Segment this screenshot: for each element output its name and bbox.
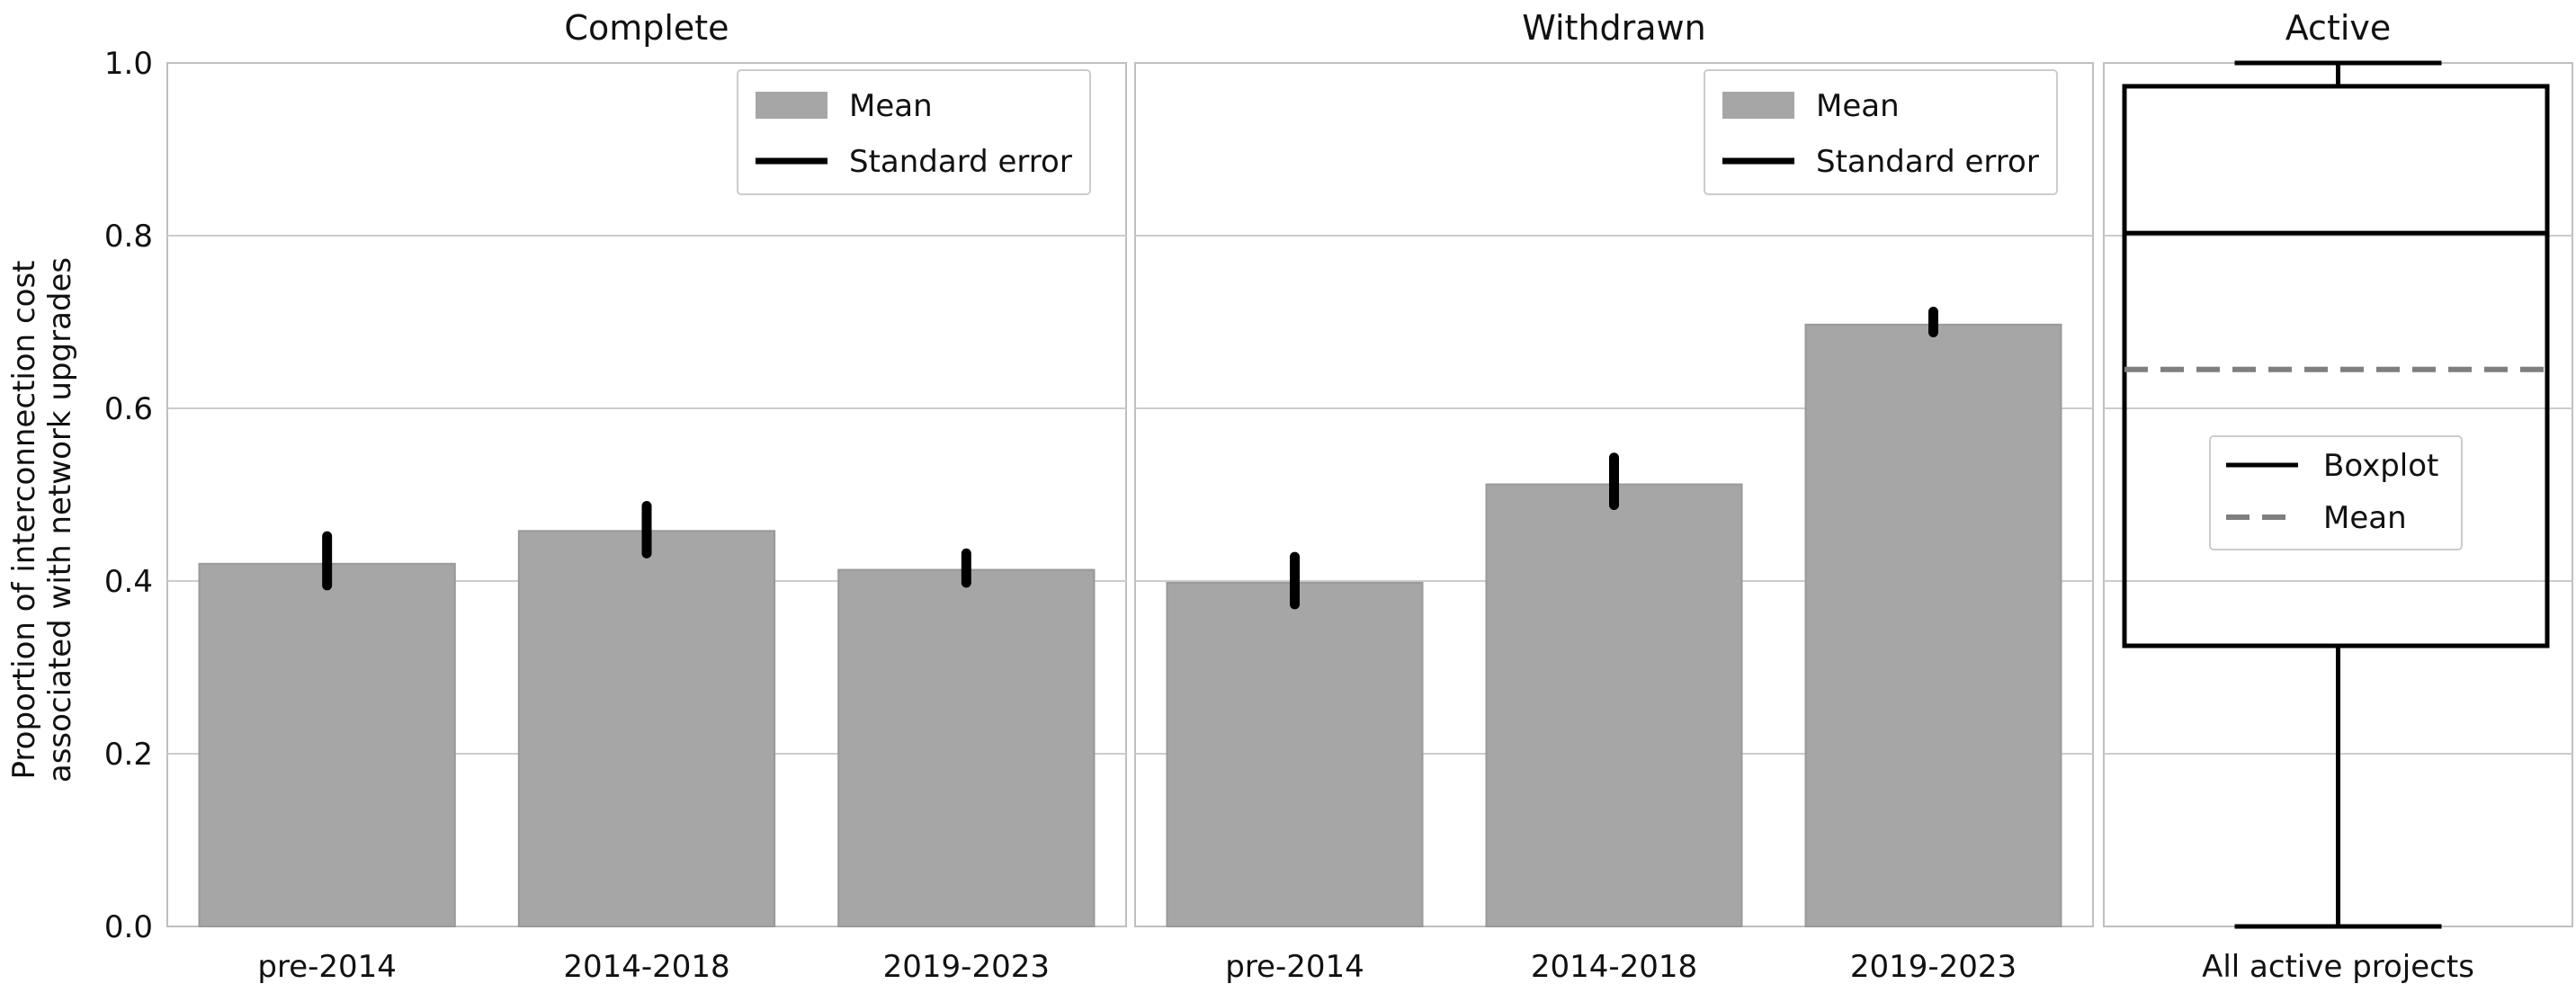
legend-swatch-mean [756, 92, 827, 119]
y-tick-label: 0.0 [104, 909, 153, 945]
panels: Complete 0.0 0.2 0.4 0.6 0.8 1.0 pre-2014 2014-2… [104, 8, 2573, 985]
y-axis: Proportion of interconnection cost assoc… [6, 257, 78, 783]
y-tick-label: 1.0 [104, 46, 153, 82]
x-tick-label: pre-2014 [257, 949, 397, 985]
x-tick-label: All active projects [2202, 949, 2474, 985]
x-tick-label: 2014-2018 [563, 949, 729, 985]
bar-2019-2023 [837, 568, 1096, 928]
y-tick-label: 0.2 [104, 737, 153, 773]
panel-title: Withdrawn [1522, 8, 1705, 48]
legend-label-mean: Mean [2323, 500, 2407, 536]
y-tick-label: 0.4 [104, 564, 153, 600]
panel-withdrawn: Withdrawn pre-2014 2014-2018 2019-2023 Mean S… [1134, 8, 2094, 985]
legend-swatch-mean [1722, 92, 1794, 119]
bar-pre-2014 [1166, 581, 1424, 927]
y-axis-label-line2: associated with network upgrades [42, 257, 78, 783]
x-tick-label: 2014-2018 [1531, 949, 1697, 985]
legend-label-standard-error: Standard error [849, 144, 1072, 180]
y-tick-label: 0.8 [104, 219, 153, 255]
legend-label-mean: Mean [849, 88, 933, 124]
legend-label-boxplot: Boxplot [2323, 448, 2438, 484]
x-tick-label: 2019-2023 [1850, 949, 2017, 985]
panel-complete: Complete 0.0 0.2 0.4 0.6 0.8 1.0 pre-2014 2014-2… [104, 8, 1127, 985]
legend-label-mean: Mean [1816, 88, 1900, 124]
legend: Boxplot Mean [2209, 435, 2463, 550]
legend-label-standard-error: Standard error [1816, 144, 2039, 180]
bar-2014-2018 [517, 530, 776, 927]
x-tick-label: 2019-2023 [883, 949, 1050, 985]
panel-title: Complete [564, 8, 729, 48]
legend: Mean Standard error [1704, 69, 2058, 195]
y-axis-label-line1: Proportion of interconnection cost [6, 261, 42, 780]
bar-2014-2018 [1485, 483, 1743, 927]
bar-pre-2014 [198, 562, 456, 927]
bar-2019-2023 [1804, 323, 2062, 927]
panel-active: Active All active projects Boxplot Mean [2103, 8, 2573, 985]
x-tick-label: pre-2014 [1225, 949, 1364, 985]
legend: Mean Standard error [737, 69, 1091, 195]
panel-title: Active [2285, 8, 2392, 48]
y-tick-label: 0.6 [104, 391, 153, 427]
box-iqr [2122, 84, 2550, 649]
